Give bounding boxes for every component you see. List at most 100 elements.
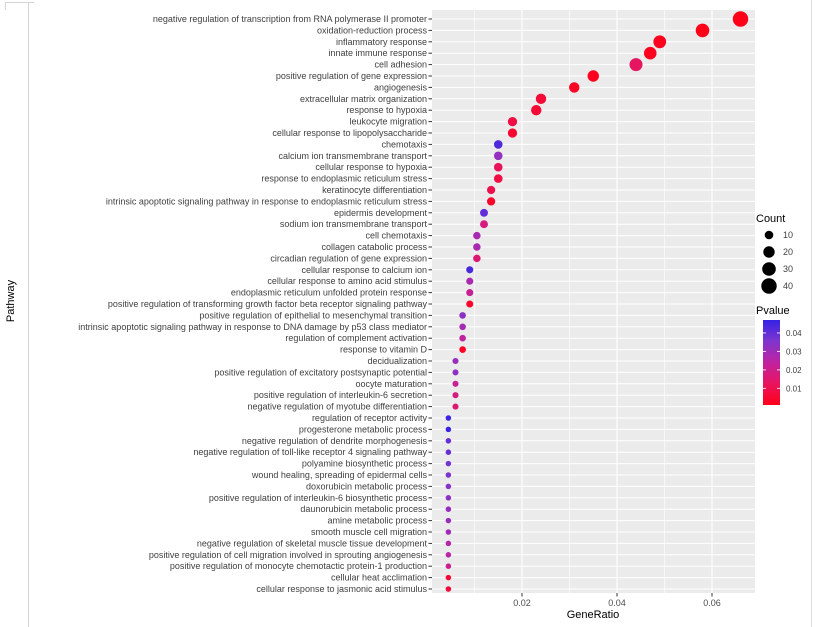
y-axis-label: daunorubicin metabolic process [300,504,427,514]
y-axis-labels: negative regulation of transcription fro… [78,14,427,594]
data-point [531,104,542,116]
data-point [445,472,452,478]
colorbar-label: 0.02 [786,366,802,375]
colorbar-label: 0.03 [786,347,802,356]
y-axis-label: positive regulation of interleukin-6 sec… [254,390,427,400]
data-point [445,506,452,512]
data-point [587,70,599,82]
data-point [473,231,481,240]
panel-background [432,10,755,593]
y-axis-label: cellular response to lipopolysaccharide [272,128,427,138]
y-axis-label: intrinsic apoptotic signaling pathway in… [78,322,427,332]
x-axis-label: 0.04 [608,598,626,608]
data-point [445,415,452,421]
legend-pvalue: Pvalue 0.04 0.03 0.02 0.01 [756,305,802,405]
legend-count-label: 20 [783,247,793,257]
y-axis-label: extracellular matrix organization [300,94,427,104]
y-axis-label: cellular response to jasmonic acid stimu… [256,584,427,594]
data-point [445,438,452,444]
y-axis-label: oxidation-reduction process [317,25,428,35]
y-axis-label: angiogenesis [374,82,428,92]
data-point [452,380,459,387]
y-axis-label: keratinocyte differentiation [322,185,427,195]
data-point [445,460,452,467]
x-axis-label: 0.02 [513,598,531,608]
data-point [629,58,643,72]
data-point [569,82,580,93]
y-axis-ticks [428,18,432,590]
legend-count-label: 40 [783,281,793,291]
window-frame-lines [5,0,812,627]
data-point [459,323,466,331]
y-axis-label: positive regulation of cell migration in… [149,550,428,560]
data-point [466,277,474,285]
data-point [452,357,459,365]
data-point [486,197,496,206]
y-axis-label: chemotaxis [381,139,427,149]
legend-count-dot [764,230,774,240]
x-axis-labels: 0.02 0.04 0.06 [513,598,721,608]
legend-count-label: 10 [783,230,793,240]
y-axis-label: circadian regulation of gene expression [270,253,427,263]
data-point [452,392,459,399]
y-axis-label: decidualization [367,356,427,366]
y-axis-label: innate immune response [328,48,427,58]
data-point [445,495,452,501]
y-axis-label: intrinsic apoptotic signaling pathway in… [106,196,428,206]
legend-count-dot [762,262,776,276]
y-axis-label: amine metabolic process [327,516,427,526]
pvalue-colorbar [763,320,780,405]
data-point [695,23,710,38]
y-axis-label: wound healing, spreading of epidermal ce… [251,470,428,480]
data-point [493,140,503,149]
data-point [493,162,503,172]
y-axis-label: positive regulation of transforming grow… [108,299,428,309]
y-axis-label: doxorubicin metabolic process [306,481,428,491]
data-point [480,220,488,229]
colorbar-label: 0.04 [786,329,802,338]
y-axis-label: negative regulation of myotube different… [248,402,427,412]
y-axis-title: Pathway [5,279,17,322]
data-point [473,254,481,263]
y-axis-label: endoplasmic reticulum unfolded protein r… [231,288,427,298]
data-point [445,574,452,581]
data-point [445,586,452,592]
y-axis-label: cellular heat acclimation [331,573,427,583]
y-axis-label: negative regulation of toll-like recepto… [193,447,427,457]
data-point [452,403,459,410]
legend-count-dot [761,278,777,294]
y-axis-label: negative regulation of dendrite morphoge… [242,436,428,446]
y-axis-label: positive regulation of interleukin-6 bio… [209,493,428,503]
data-point [445,552,452,558]
data-point [466,289,474,297]
y-axis-label: response to endoplasmic reticulum stress [261,174,427,184]
legend-count-dot [763,246,775,258]
y-axis-label: epidermis development [334,208,428,218]
legend-count: Count 10 20 30 40 [756,213,793,294]
y-axis-label: cellular response to amino acid stimulus [267,276,427,286]
y-axis-label: cellular response to hypoxia [315,162,427,172]
y-axis-label: leukocyte migration [349,117,427,127]
y-axis-label: positive regulation of excitatory postsy… [214,367,427,377]
legend-pvalue-title: Pvalue [756,305,790,317]
data-point [466,300,474,308]
y-axis-label: regulation of receptor activity [312,413,428,423]
x-axis-label: 0.06 [703,598,721,608]
data-point [445,449,452,455]
y-axis-label: negative regulation of transcription fro… [153,14,427,24]
data-point [459,346,466,353]
y-axis-label: positive regulation of epithelial to mes… [199,310,427,320]
y-axis-label: positive regulation of monocyte chemotac… [170,561,427,571]
y-axis-label: negative regulation of skeletal muscle t… [197,538,428,548]
data-point [486,185,496,195]
x-axis-title: GeneRatio [567,609,620,621]
y-axis-label: polyamine biosynthetic process [302,459,428,469]
data-point [459,334,466,342]
data-point [480,208,488,217]
data-point [459,312,466,319]
data-points [445,11,749,592]
data-point [493,151,503,161]
data-point [445,529,452,535]
gridlines [432,10,755,593]
